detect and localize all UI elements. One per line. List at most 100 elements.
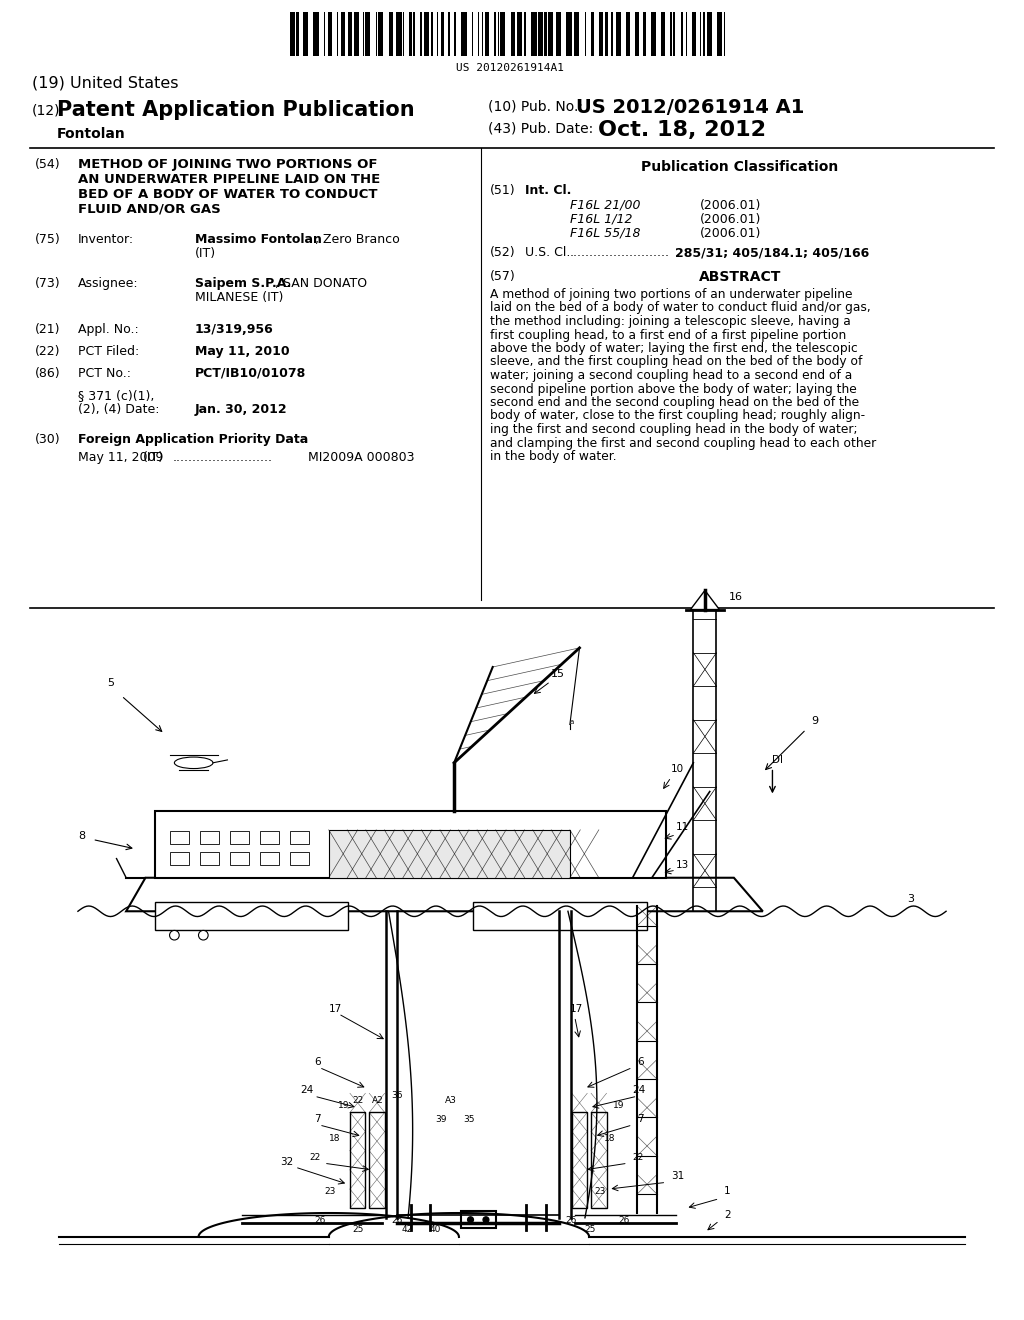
Text: Patent Application Publication: Patent Application Publication <box>57 100 415 120</box>
Text: ing the first and second coupling head in the body of water;: ing the first and second coupling head i… <box>490 422 857 436</box>
Bar <box>662 12 666 55</box>
Text: 31: 31 <box>671 1171 684 1181</box>
Text: 285/31; 405/184.1; 405/166: 285/31; 405/184.1; 405/166 <box>675 246 869 259</box>
Text: above the body of water; laying the first end, the telescopic: above the body of water; laying the firs… <box>490 342 858 355</box>
Text: a: a <box>569 719 573 726</box>
Bar <box>599 12 603 55</box>
Text: 17: 17 <box>329 1003 342 1014</box>
Bar <box>571 1113 587 1208</box>
Bar <box>671 12 672 55</box>
Bar <box>692 12 696 55</box>
Text: 23: 23 <box>594 1187 605 1196</box>
Text: May 11, 2010: May 11, 2010 <box>195 345 290 358</box>
Text: 15: 15 <box>551 669 564 678</box>
Text: Massimo Fontolan: Massimo Fontolan <box>195 234 322 246</box>
Text: 1: 1 <box>724 1185 731 1196</box>
Text: 24: 24 <box>633 1085 646 1096</box>
Text: 19: 19 <box>613 1101 625 1110</box>
Text: Int. Cl.: Int. Cl. <box>525 183 571 197</box>
Text: 8: 8 <box>78 832 85 841</box>
Text: Saipem S.P.A.: Saipem S.P.A. <box>195 277 292 290</box>
Bar <box>337 12 338 55</box>
Text: 16: 16 <box>729 591 743 602</box>
Bar <box>673 12 676 55</box>
Text: 7: 7 <box>314 1114 321 1125</box>
Bar <box>538 12 543 55</box>
Bar <box>545 12 547 55</box>
Bar <box>200 830 219 845</box>
Circle shape <box>170 931 179 940</box>
Bar <box>651 12 656 55</box>
Text: 13: 13 <box>676 861 689 870</box>
Bar <box>200 851 219 866</box>
Bar <box>229 830 249 845</box>
Bar <box>290 12 295 55</box>
Text: Jan. 30, 2012: Jan. 30, 2012 <box>195 403 288 416</box>
Text: 19: 19 <box>338 1101 350 1110</box>
Text: METHOD OF JOINING TWO PORTIONS OF: METHOD OF JOINING TWO PORTIONS OF <box>78 158 378 172</box>
Text: (2006.01): (2006.01) <box>700 213 762 226</box>
Text: MILANESE (IT): MILANESE (IT) <box>195 290 284 304</box>
Bar <box>615 12 621 55</box>
Text: May 11, 2009: May 11, 2009 <box>78 451 164 465</box>
Bar <box>484 12 488 55</box>
Bar <box>643 12 646 55</box>
Text: F16L 55/18: F16L 55/18 <box>570 227 640 240</box>
Bar <box>155 902 348 931</box>
Text: 17: 17 <box>570 1003 583 1014</box>
Text: (2), (4) Date:: (2), (4) Date: <box>78 403 160 416</box>
Text: (52): (52) <box>490 246 516 259</box>
Bar <box>329 830 570 878</box>
Bar <box>290 851 309 866</box>
Bar <box>517 12 522 55</box>
Text: .........................: ......................... <box>173 451 273 465</box>
Text: second end and the second coupling head on the bed of the: second end and the second coupling head … <box>490 396 859 409</box>
Text: Appl. No.:: Appl. No.: <box>78 323 138 337</box>
Bar <box>523 12 526 55</box>
Text: Assignee:: Assignee: <box>78 277 138 290</box>
Text: Oct. 18, 2012: Oct. 18, 2012 <box>598 120 766 140</box>
Bar <box>431 12 433 55</box>
Text: (86): (86) <box>35 367 60 380</box>
Bar <box>341 12 344 55</box>
Bar <box>498 12 499 55</box>
Text: 24: 24 <box>300 1085 313 1096</box>
Text: PCT/IB10/01078: PCT/IB10/01078 <box>195 367 306 380</box>
Text: 13/319,956: 13/319,956 <box>195 323 273 337</box>
Bar <box>378 12 383 55</box>
Text: 36: 36 <box>391 1092 402 1100</box>
Text: (30): (30) <box>35 433 60 446</box>
Text: US 20120261914A1: US 20120261914A1 <box>456 63 564 73</box>
Text: § 371 (c)(1),: § 371 (c)(1), <box>78 389 155 403</box>
Text: Inventor:: Inventor: <box>78 234 134 246</box>
Text: Foreign Application Priority Data: Foreign Application Priority Data <box>78 433 308 446</box>
Text: (19) United States: (19) United States <box>32 75 178 90</box>
Bar <box>313 12 318 55</box>
Polygon shape <box>690 590 720 610</box>
Text: 25: 25 <box>353 1225 365 1234</box>
Text: 2: 2 <box>724 1210 731 1220</box>
Text: ABSTRACT: ABSTRACT <box>698 271 781 284</box>
Bar <box>472 12 473 55</box>
Bar <box>290 830 309 845</box>
Bar <box>585 12 586 55</box>
Bar <box>610 12 613 55</box>
Bar <box>482 12 483 55</box>
Bar <box>348 12 352 55</box>
Text: second pipeline portion above the body of water; laying the: second pipeline portion above the body o… <box>490 383 857 396</box>
Bar <box>366 12 371 55</box>
Text: (IT): (IT) <box>143 451 164 465</box>
Circle shape <box>199 931 208 940</box>
Text: U.S. Cl.: U.S. Cl. <box>525 246 570 259</box>
Text: PCT Filed:: PCT Filed: <box>78 345 139 358</box>
Text: 18: 18 <box>329 1134 340 1143</box>
Text: US 2012/0261914 A1: US 2012/0261914 A1 <box>575 98 805 117</box>
Bar <box>440 12 444 55</box>
Text: , SAN DONATO: , SAN DONATO <box>275 277 368 290</box>
Text: 7: 7 <box>637 1114 644 1125</box>
Bar <box>389 12 392 55</box>
Bar <box>260 830 280 845</box>
Text: 26: 26 <box>314 1216 326 1225</box>
Text: 26: 26 <box>618 1216 630 1225</box>
Bar <box>686 12 687 55</box>
